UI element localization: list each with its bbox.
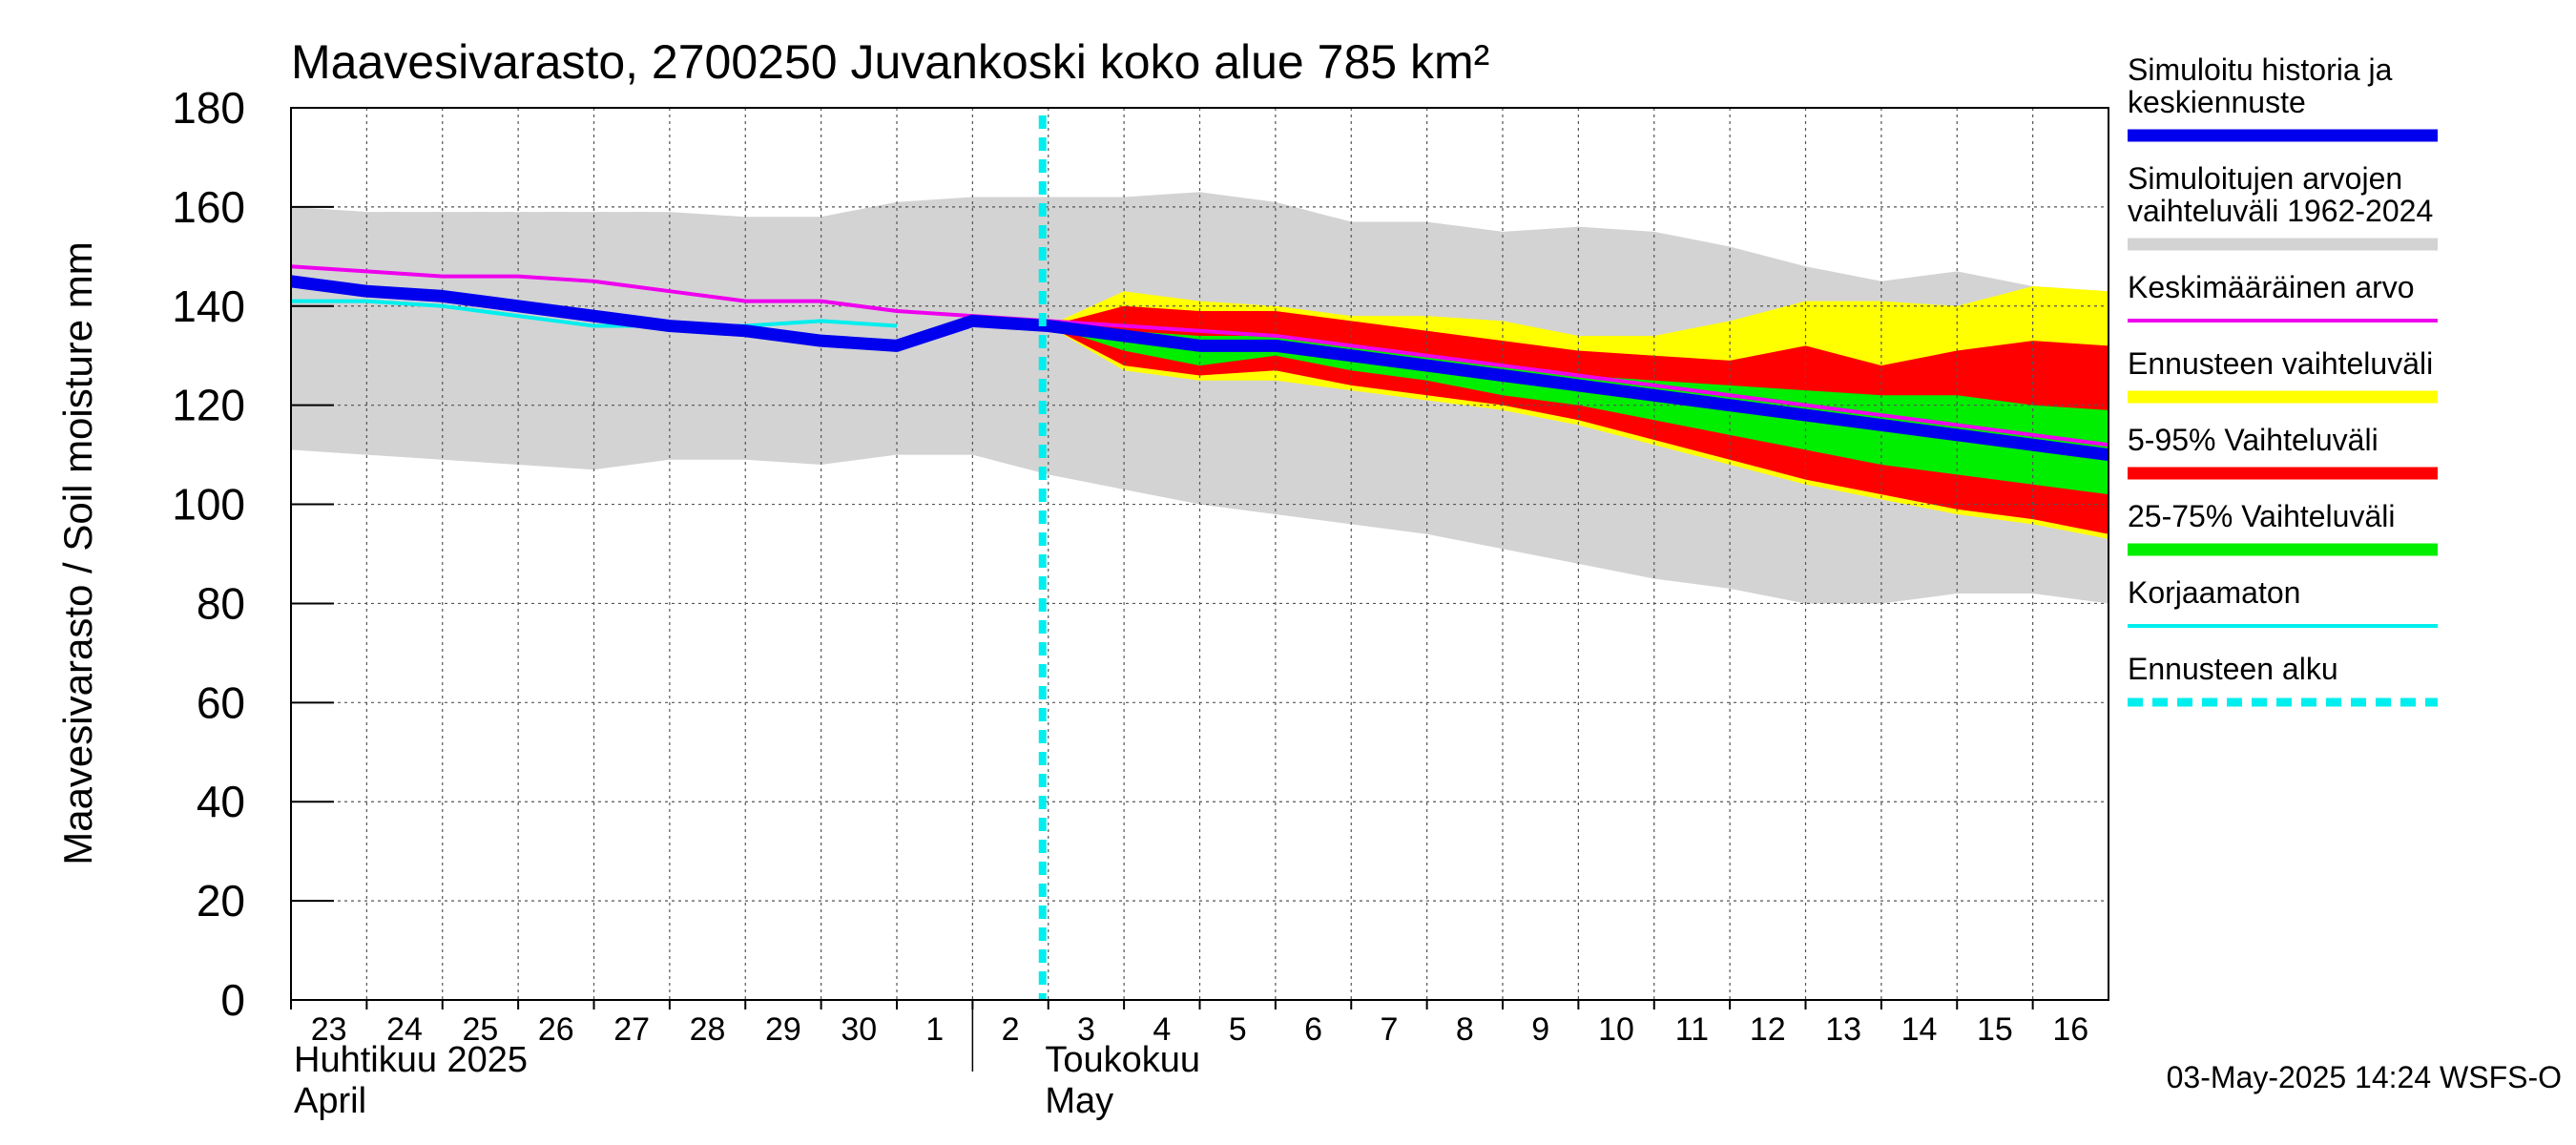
x-tick-label: 5 [1229,1011,1247,1048]
p25-75-band [1048,325,2109,495]
x-tick-label: 2 [1002,1011,1020,1048]
y-tick-label: 80 [197,578,245,628]
x-tick-label: 25 [463,1011,499,1048]
legend-label: keskiennuste [2128,85,2306,119]
legend-label: Simuloitujen arvojen [2128,161,2402,196]
x-tick-label: 26 [538,1011,574,1048]
x-tick-label: 23 [311,1011,347,1048]
x-tick-label: 15 [1977,1011,2013,1048]
x-tick-label: 7 [1380,1011,1398,1048]
x-tick-label: 24 [386,1011,423,1048]
timestamp: 03-May-2025 14:24 WSFS-O [2167,1060,2562,1094]
month-label-en: May [1045,1081,1113,1121]
x-tick-label: 28 [690,1011,726,1048]
x-tick-label: 6 [1304,1011,1322,1048]
legend-label: vaihteluväli 1962-2024 [2128,194,2433,228]
chart-title: Maavesivarasto, 2700250 Juvankoski koko … [291,35,1489,89]
y-tick-label: 120 [172,381,245,430]
x-tick-label: 16 [2052,1011,2088,1048]
uncorrected-series [291,299,898,328]
legend-label: Ennusteen alku [2128,652,2338,686]
y-tick-label: 140 [172,281,245,331]
y-tick-label: 180 [172,83,245,133]
x-tick-label: 30 [841,1011,877,1048]
legend-label: 5-95% Vaihteluväli [2128,423,2379,457]
y-tick-label: 160 [172,182,245,232]
legend-label: 25-75% Vaihteluväli [2128,499,2395,533]
y-tick-label: 20 [197,876,245,926]
x-tick-label: 3 [1077,1011,1095,1048]
x-tick-label: 11 [1675,1011,1709,1048]
x-tick-label: 13 [1825,1011,1861,1048]
history-series [290,275,2109,462]
x-tick-label: 8 [1456,1011,1474,1048]
month-label-fi: Huhtikuu 2025 [294,1040,528,1080]
x-tick-label: 1 [925,1011,944,1048]
legend-label: Ennusteen vaihteluväli [2128,346,2433,381]
x-tick-label: 14 [1901,1011,1938,1048]
y-tick-label: 40 [197,777,245,826]
y-tick-label: 0 [220,975,245,1025]
legend-label: Korjaamaton [2128,575,2300,610]
x-tick-label: 4 [1153,1011,1171,1048]
legend-label: Simuloitu historia ja [2128,52,2393,87]
month-label-fi: Toukokuu [1045,1040,1200,1080]
y-tick-label: 100 [172,480,245,530]
legend-label: Keskimääräinen arvo [2128,270,2415,304]
y-tick-label: 60 [197,677,245,727]
month-label-en: April [294,1081,366,1121]
x-tick-label: 29 [765,1011,801,1048]
mean-series [290,264,2109,448]
x-tick-label: 12 [1750,1011,1786,1048]
x-tick-label: 10 [1598,1011,1634,1048]
y-axis-label: Maavesivarasto / Soil moisture mm [55,241,100,865]
x-tick-label: 9 [1531,1011,1549,1048]
x-tick-label: 27 [613,1011,650,1048]
